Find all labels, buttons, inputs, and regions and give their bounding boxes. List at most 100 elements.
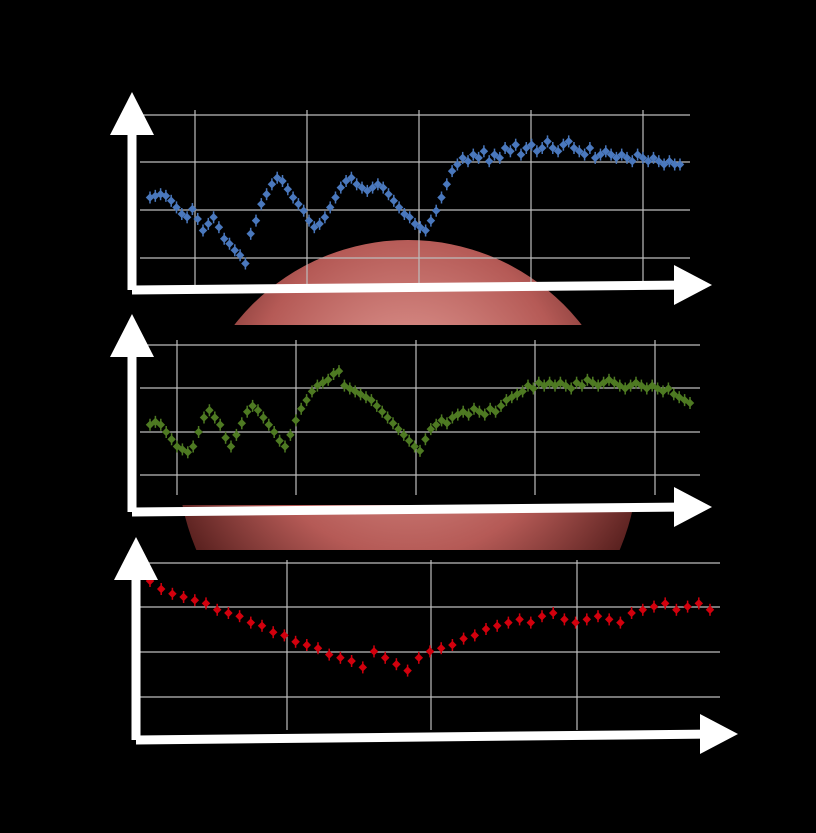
point-marker: [571, 618, 580, 627]
point-marker: [347, 656, 356, 666]
data-point: [405, 211, 414, 224]
point-marker: [410, 219, 420, 229]
point-marker: [172, 203, 181, 212]
data-point: [320, 211, 330, 224]
data-point: [336, 181, 346, 194]
point-marker: [431, 420, 441, 429]
data-point: [286, 428, 295, 441]
data-point: [566, 382, 576, 395]
data-point: [506, 145, 515, 158]
point-marker: [262, 189, 271, 199]
point-marker: [367, 395, 376, 405]
data-point: [543, 135, 552, 148]
point-marker: [161, 427, 171, 437]
data-point: [168, 587, 177, 600]
point-marker: [543, 137, 552, 146]
data-point: [415, 444, 425, 457]
data-point: [225, 237, 234, 250]
data-point: [593, 610, 603, 623]
data-point: [302, 639, 312, 651]
data-point: [324, 648, 334, 661]
point-marker: [566, 384, 576, 393]
point-marker: [214, 222, 224, 232]
point-marker: [491, 407, 500, 416]
point-marker: [235, 251, 245, 260]
point-marker: [253, 406, 263, 415]
data-point: [172, 201, 181, 214]
data-point: [548, 607, 558, 619]
grid-lines: [140, 560, 720, 730]
data-point: [358, 661, 368, 674]
point-marker: [232, 430, 241, 440]
point-marker: [347, 173, 356, 182]
point-marker: [237, 419, 247, 428]
point-marker: [320, 213, 330, 222]
point-marker: [394, 203, 404, 212]
data-point: [436, 642, 446, 655]
point-marker: [672, 605, 681, 615]
data-point: [224, 607, 233, 619]
data-point: [638, 603, 648, 616]
point-marker: [463, 156, 473, 166]
point-marker: [205, 406, 214, 415]
point-marker: [437, 193, 446, 202]
point-marker: [516, 150, 526, 159]
point-marker: [389, 196, 399, 206]
data-point: [280, 629, 289, 642]
data-point: [307, 385, 317, 398]
data-point: [453, 158, 462, 171]
point-marker: [294, 199, 303, 209]
point-marker: [378, 183, 388, 192]
data-point: [156, 418, 166, 431]
data-point: [511, 138, 520, 151]
data-point: [410, 217, 420, 230]
point-marker: [225, 239, 234, 248]
point-marker: [199, 413, 209, 422]
point-marker: [190, 595, 200, 605]
data-point: [426, 423, 436, 436]
point-marker: [442, 180, 452, 189]
data-point: [226, 440, 236, 453]
chart-panels: [110, 92, 738, 754]
point-marker: [291, 416, 301, 425]
data-point: [304, 214, 314, 227]
data-point: [492, 619, 502, 632]
point-marker: [204, 219, 213, 229]
point-marker: [283, 185, 293, 194]
data-point: [272, 171, 282, 184]
data-point: [442, 178, 452, 191]
data-point: [384, 188, 393, 201]
data-point: [616, 616, 625, 629]
data-point: [392, 658, 401, 671]
point-marker: [341, 176, 351, 186]
point-marker: [264, 420, 274, 429]
point-marker: [302, 640, 312, 650]
data-point: [442, 417, 452, 430]
point-marker: [296, 404, 306, 414]
data-point: [275, 434, 284, 447]
chart-panel-1: [110, 92, 712, 305]
data-point: [294, 198, 303, 211]
data-point: [683, 600, 692, 613]
data-point: [426, 214, 436, 227]
data-point: [183, 446, 193, 459]
data-point: [214, 221, 224, 234]
point-marker: [168, 589, 177, 599]
point-marker: [415, 446, 425, 456]
point-marker: [272, 173, 282, 182]
data-point: [577, 379, 587, 392]
data-point: [278, 175, 287, 187]
point-marker: [403, 666, 412, 675]
data-point: [288, 191, 298, 204]
point-marker: [324, 650, 334, 659]
point-marker: [431, 206, 441, 215]
data-point: [479, 145, 489, 158]
data-point: [259, 411, 268, 424]
data-point: [526, 616, 536, 629]
x-axis-arrowhead: [700, 714, 738, 754]
point-marker: [426, 424, 436, 434]
data-point: [302, 394, 311, 407]
point-marker: [649, 602, 659, 611]
data-point: [388, 417, 398, 430]
point-marker: [166, 196, 176, 206]
